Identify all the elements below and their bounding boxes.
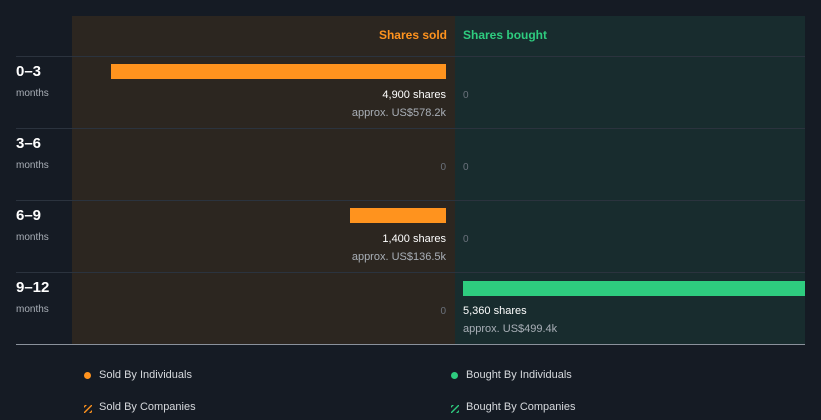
- legend-sold-individuals: Sold By Individuals: [84, 369, 192, 381]
- legend-sold-companies: Sold By Companies: [82, 401, 196, 414]
- period-unit-label: months: [16, 160, 49, 171]
- bought-data-label: 5,360 shares: [463, 305, 527, 317]
- bought-zero-label: 0: [463, 234, 469, 245]
- period-unit-label: months: [16, 88, 49, 99]
- period-label: 0–3: [16, 63, 41, 80]
- green-dot-icon: [451, 371, 458, 379]
- period-label: 3–6: [16, 135, 41, 152]
- legend-label: Sold By Companies: [99, 401, 196, 413]
- period-unit-label: months: [16, 232, 49, 243]
- orange-dot-icon: [84, 371, 91, 379]
- legend-label: Sold By Individuals: [99, 369, 192, 381]
- sold-zero-label: 0: [440, 306, 446, 317]
- bought-zero-label: 0: [463, 90, 469, 101]
- green-hatch-icon: [449, 403, 461, 414]
- legend-label: Bought By Companies: [466, 401, 576, 413]
- sold-bar: [350, 208, 446, 223]
- orange-hatch-icon: [82, 403, 94, 414]
- legend-bought-individuals: Bought By Individuals: [451, 369, 572, 381]
- legend-bought-companies: Bought By Companies: [449, 401, 576, 414]
- bought-bar: [463, 281, 805, 296]
- insider-trading-chart: Shares sold Shares bought 0–3 months 4,900 s…: [16, 16, 805, 345]
- sold-approx-label: approx. US$136.5k: [352, 251, 447, 263]
- period-unit-label: months: [16, 304, 49, 315]
- sold-data-label: 4,900 shares: [382, 89, 446, 101]
- bought-zero-label: 0: [463, 162, 469, 173]
- sold-approx-label: approx. US$578.2k: [352, 107, 447, 119]
- legend-label: Bought By Individuals: [466, 369, 572, 381]
- sold-zero-label: 0: [440, 162, 446, 173]
- period-label: 9–12: [16, 279, 49, 296]
- sold-column-header: Shares sold: [379, 28, 447, 42]
- sold-data-label: 1,400 shares: [382, 233, 446, 245]
- bought-approx-label: approx. US$499.4k: [463, 323, 558, 335]
- bought-column-header: Shares bought: [463, 28, 547, 42]
- sold-bar: [111, 64, 446, 79]
- period-label: 6–9: [16, 207, 41, 224]
